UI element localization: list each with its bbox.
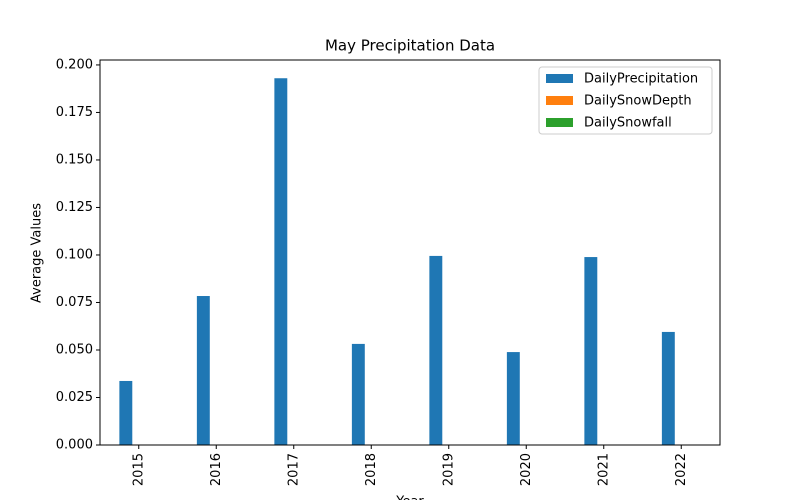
x-axis-label: Year: [395, 495, 424, 500]
y-tick-label: 0.100: [56, 247, 93, 262]
legend-box: [538, 66, 713, 135]
y-tick-label: 0.050: [56, 342, 93, 357]
legend-label: DailyPrecipitation: [584, 72, 698, 87]
y-tick-label: 0.175: [56, 105, 93, 120]
y-tick-label: 0.200: [56, 57, 93, 72]
bar: [584, 257, 598, 445]
legend-swatch: [546, 118, 573, 127]
x-tick-label: 2017: [286, 453, 301, 486]
bar: [429, 255, 443, 445]
y-tick-label: 0.000: [56, 438, 93, 453]
x-tick-label: 2021: [596, 453, 611, 486]
bar: [119, 380, 133, 445]
x-tick-label: 2020: [519, 453, 534, 486]
bar: [661, 331, 675, 445]
legend-label: DailySnowDepth: [584, 94, 692, 109]
y-tick-label: 0.025: [56, 390, 93, 405]
x-tick-label: 2019: [441, 453, 456, 486]
y-axis-label: Average Values: [30, 203, 45, 303]
plot-frame: [99, 59, 721, 446]
y-tick-label: 0.150: [56, 152, 93, 167]
bar: [196, 296, 210, 445]
y-tick-label: 0.125: [56, 200, 93, 215]
x-tick-label: 2022: [674, 453, 689, 486]
bar: [506, 352, 520, 445]
legend-swatch: [546, 96, 573, 105]
bar: [274, 78, 288, 445]
legend-label: DailySnowfall: [584, 116, 672, 131]
bar: [351, 343, 365, 445]
chart-title: May Precipitation Data: [325, 37, 495, 55]
legend-swatch: [546, 74, 573, 83]
y-tick-label: 0.075: [56, 295, 93, 310]
x-tick-label: 2015: [131, 453, 146, 486]
x-tick-label: 2016: [209, 453, 224, 486]
x-tick-label: 2018: [364, 453, 379, 486]
